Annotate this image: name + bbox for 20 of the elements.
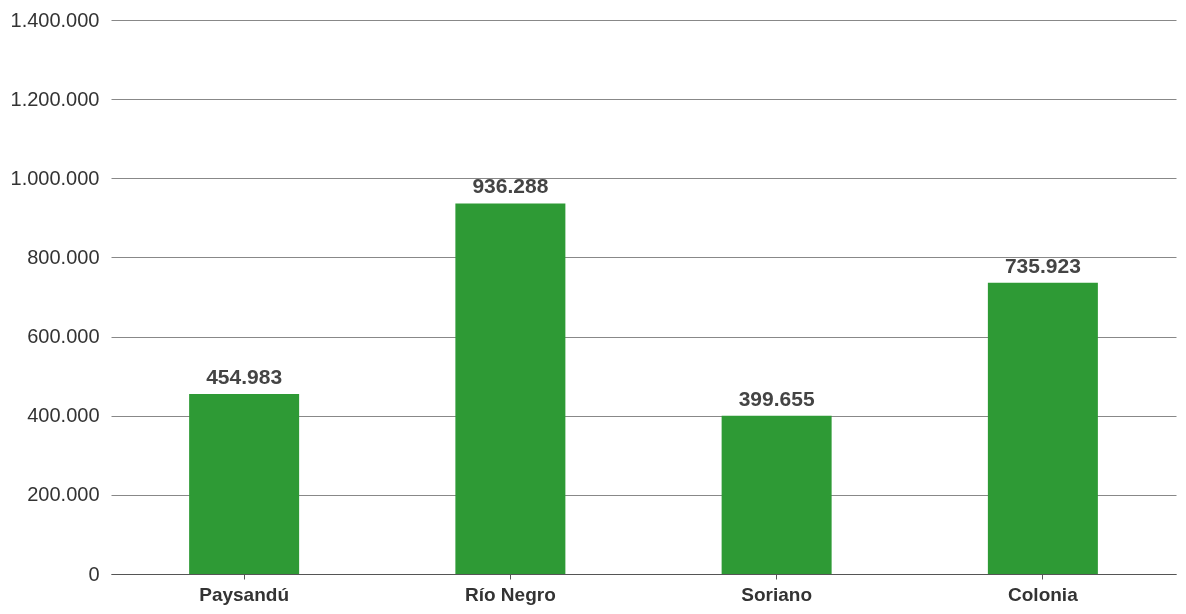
- bar: [189, 393, 300, 574]
- x-tick-label: Paysandú: [199, 583, 290, 605]
- x-tick-label: Soriano: [741, 583, 812, 605]
- x-tick-label: Río Negro: [464, 583, 556, 605]
- x-tick-label: Colonia: [1008, 583, 1079, 605]
- bar: [455, 203, 566, 574]
- data-label: 936.288: [472, 174, 549, 198]
- bar: [987, 282, 1098, 574]
- bar: [721, 415, 832, 574]
- y-tick-label: 1.200.000: [10, 87, 100, 110]
- y-tick-label: 800.000: [27, 245, 100, 268]
- data-label: 399.655: [738, 386, 815, 410]
- y-tick-label: 1.400.000: [10, 8, 100, 31]
- y-tick-label: 0: [88, 562, 100, 585]
- data-label: 735.923: [1004, 253, 1081, 277]
- y-tick-label: 600.000: [27, 325, 100, 348]
- y-tick-label: 400.000: [27, 404, 100, 427]
- data-label: 454.983: [206, 364, 283, 388]
- y-tick-label: 200.000: [27, 483, 100, 506]
- y-tick-label: 1.000.000: [10, 166, 100, 189]
